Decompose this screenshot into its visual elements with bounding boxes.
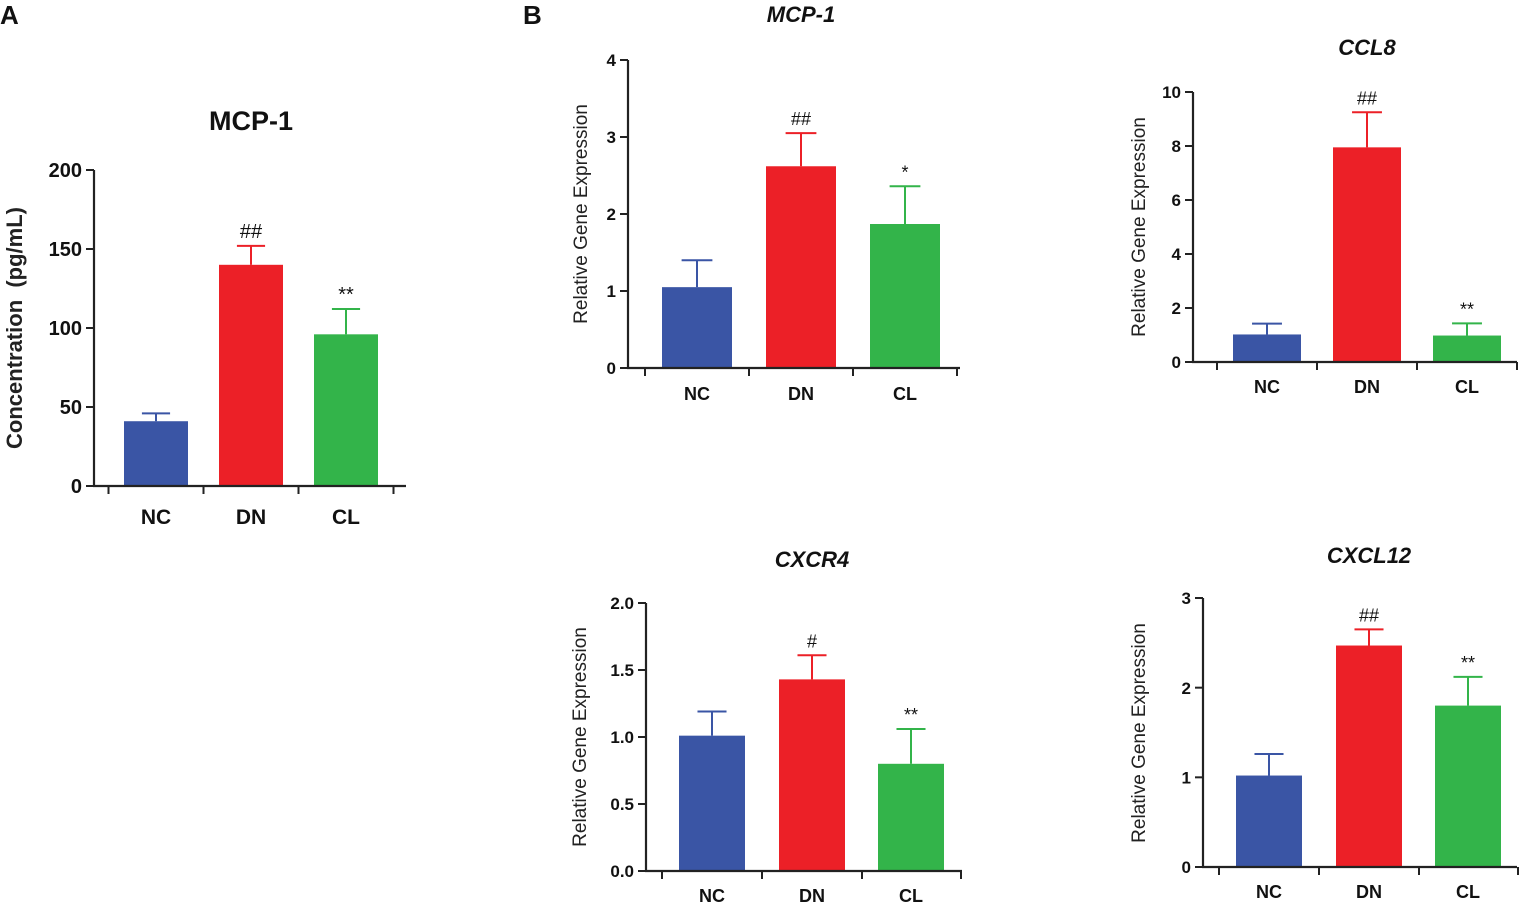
y-tick-label: 200 — [49, 160, 82, 182]
y-tick-label: 3 — [1182, 589, 1191, 608]
significance-annotation-cl: ** — [338, 284, 354, 306]
significance-annotation-dn: ## — [1357, 88, 1377, 108]
bar-nc — [662, 287, 732, 368]
category-label-cl: CL — [1455, 377, 1479, 397]
category-label-cl: CL — [1456, 882, 1480, 902]
bar-cl — [870, 224, 940, 368]
y-tick-label: 0 — [1182, 858, 1191, 877]
significance-annotation-cl: * — [901, 162, 908, 182]
y-tick-label: 0 — [607, 359, 616, 378]
category-label-cl: CL — [893, 384, 917, 404]
bar-cl — [314, 334, 378, 486]
category-label-dn: DN — [788, 384, 814, 404]
y-tick-label: 8 — [1172, 137, 1181, 156]
bar-cl — [878, 763, 944, 871]
category-label-dn: DN — [1356, 882, 1382, 902]
y-tick-label: 1.5 — [610, 661, 634, 680]
chart-title: MCP-1 — [209, 106, 293, 136]
y-axis-label: Concentration (pg/mL) — [2, 207, 27, 449]
y-axis-label: Relative Gene Expression — [1129, 623, 1150, 843]
chart-B-cxcl12: CXCL12 Relative Gene Expression NC DN ## CL **… — [1129, 543, 1519, 902]
y-tick-label: 0 — [1172, 353, 1181, 372]
y-tick-label: 0.5 — [610, 795, 634, 814]
bar-nc — [1236, 775, 1302, 867]
significance-annotation-cl: ** — [1460, 299, 1474, 319]
category-label-nc: NC — [1256, 882, 1282, 902]
category-label-nc: NC — [684, 384, 710, 404]
panel-label-a: A — [0, 0, 19, 30]
chart-title: MCP-1 — [767, 2, 835, 27]
chart-B-mcp1: MCP-1 Relative Gene Expression NC DN ## CL * 0 1… — [571, 2, 960, 404]
category-label-nc: NC — [699, 886, 725, 904]
significance-annotation-dn: ## — [240, 221, 263, 243]
y-tick-label: 50 — [60, 397, 82, 419]
category-label-dn: DN — [799, 886, 825, 904]
chart-B-cxcr4: CXCR4 Relative Gene Expression NC DN # CL ** 0.… — [570, 547, 962, 904]
bar-dn — [219, 264, 283, 486]
y-tick-label: 1.0 — [610, 728, 634, 747]
y-tick-label: 4 — [607, 51, 617, 70]
significance-annotation-dn: ## — [791, 109, 811, 129]
y-tick-label: 2 — [1182, 679, 1191, 698]
panel-label-b: B — [523, 0, 542, 30]
y-tick-label: 2.0 — [610, 594, 634, 613]
bar-dn — [1336, 645, 1402, 867]
significance-annotation-cl: ** — [1461, 653, 1475, 673]
chart-title: CXCR4 — [775, 547, 850, 572]
y-tick-label: 10 — [1162, 83, 1181, 102]
chart-title: CCL8 — [1338, 35, 1396, 60]
y-axis-label: Relative Gene Expression — [571, 104, 592, 324]
bar-cl — [1435, 705, 1501, 867]
significance-annotation-cl: ** — [904, 705, 918, 725]
y-tick-label: 2 — [1172, 299, 1181, 318]
bar-dn — [766, 166, 836, 368]
category-label-dn: DN — [236, 506, 266, 529]
bar-dn — [779, 679, 845, 871]
bar-nc — [1233, 334, 1301, 362]
category-label-dn: DN — [1354, 377, 1380, 397]
bar-nc — [679, 735, 745, 871]
bar-dn — [1333, 147, 1401, 362]
y-tick-label: 4 — [1172, 245, 1182, 264]
y-tick-label: 150 — [49, 239, 82, 261]
category-label-cl: CL — [332, 506, 360, 529]
significance-annotation-dn: # — [807, 631, 817, 651]
y-tick-label: 0.0 — [610, 862, 634, 881]
y-tick-label: 1 — [607, 282, 616, 301]
y-tick-label: 0 — [71, 476, 82, 498]
category-label-cl: CL — [899, 886, 923, 904]
bar-nc — [124, 421, 188, 486]
category-label-nc: NC — [1254, 377, 1280, 397]
y-tick-label: 100 — [49, 318, 82, 340]
chart-A-mcp1-protein: MCP-1 Concentration (pg/mL) NC DN ## CL ** 0 50 1… — [2, 106, 406, 529]
y-axis-label: Relative Gene Expression — [1129, 117, 1150, 337]
chart-title: CXCL12 — [1327, 543, 1412, 568]
significance-annotation-dn: ## — [1359, 605, 1379, 625]
y-tick-label: 1 — [1182, 768, 1191, 787]
y-tick-label: 2 — [607, 205, 616, 224]
category-label-nc: NC — [141, 506, 171, 529]
y-tick-label: 6 — [1172, 191, 1181, 210]
y-axis-label: Relative Gene Expression — [570, 627, 591, 847]
bar-cl — [1433, 335, 1501, 362]
y-tick-label: 3 — [607, 128, 616, 147]
chart-B-ccl8: CCL8 Relative Gene Expression NC DN ## CL ** 0 2… — [1129, 35, 1518, 397]
